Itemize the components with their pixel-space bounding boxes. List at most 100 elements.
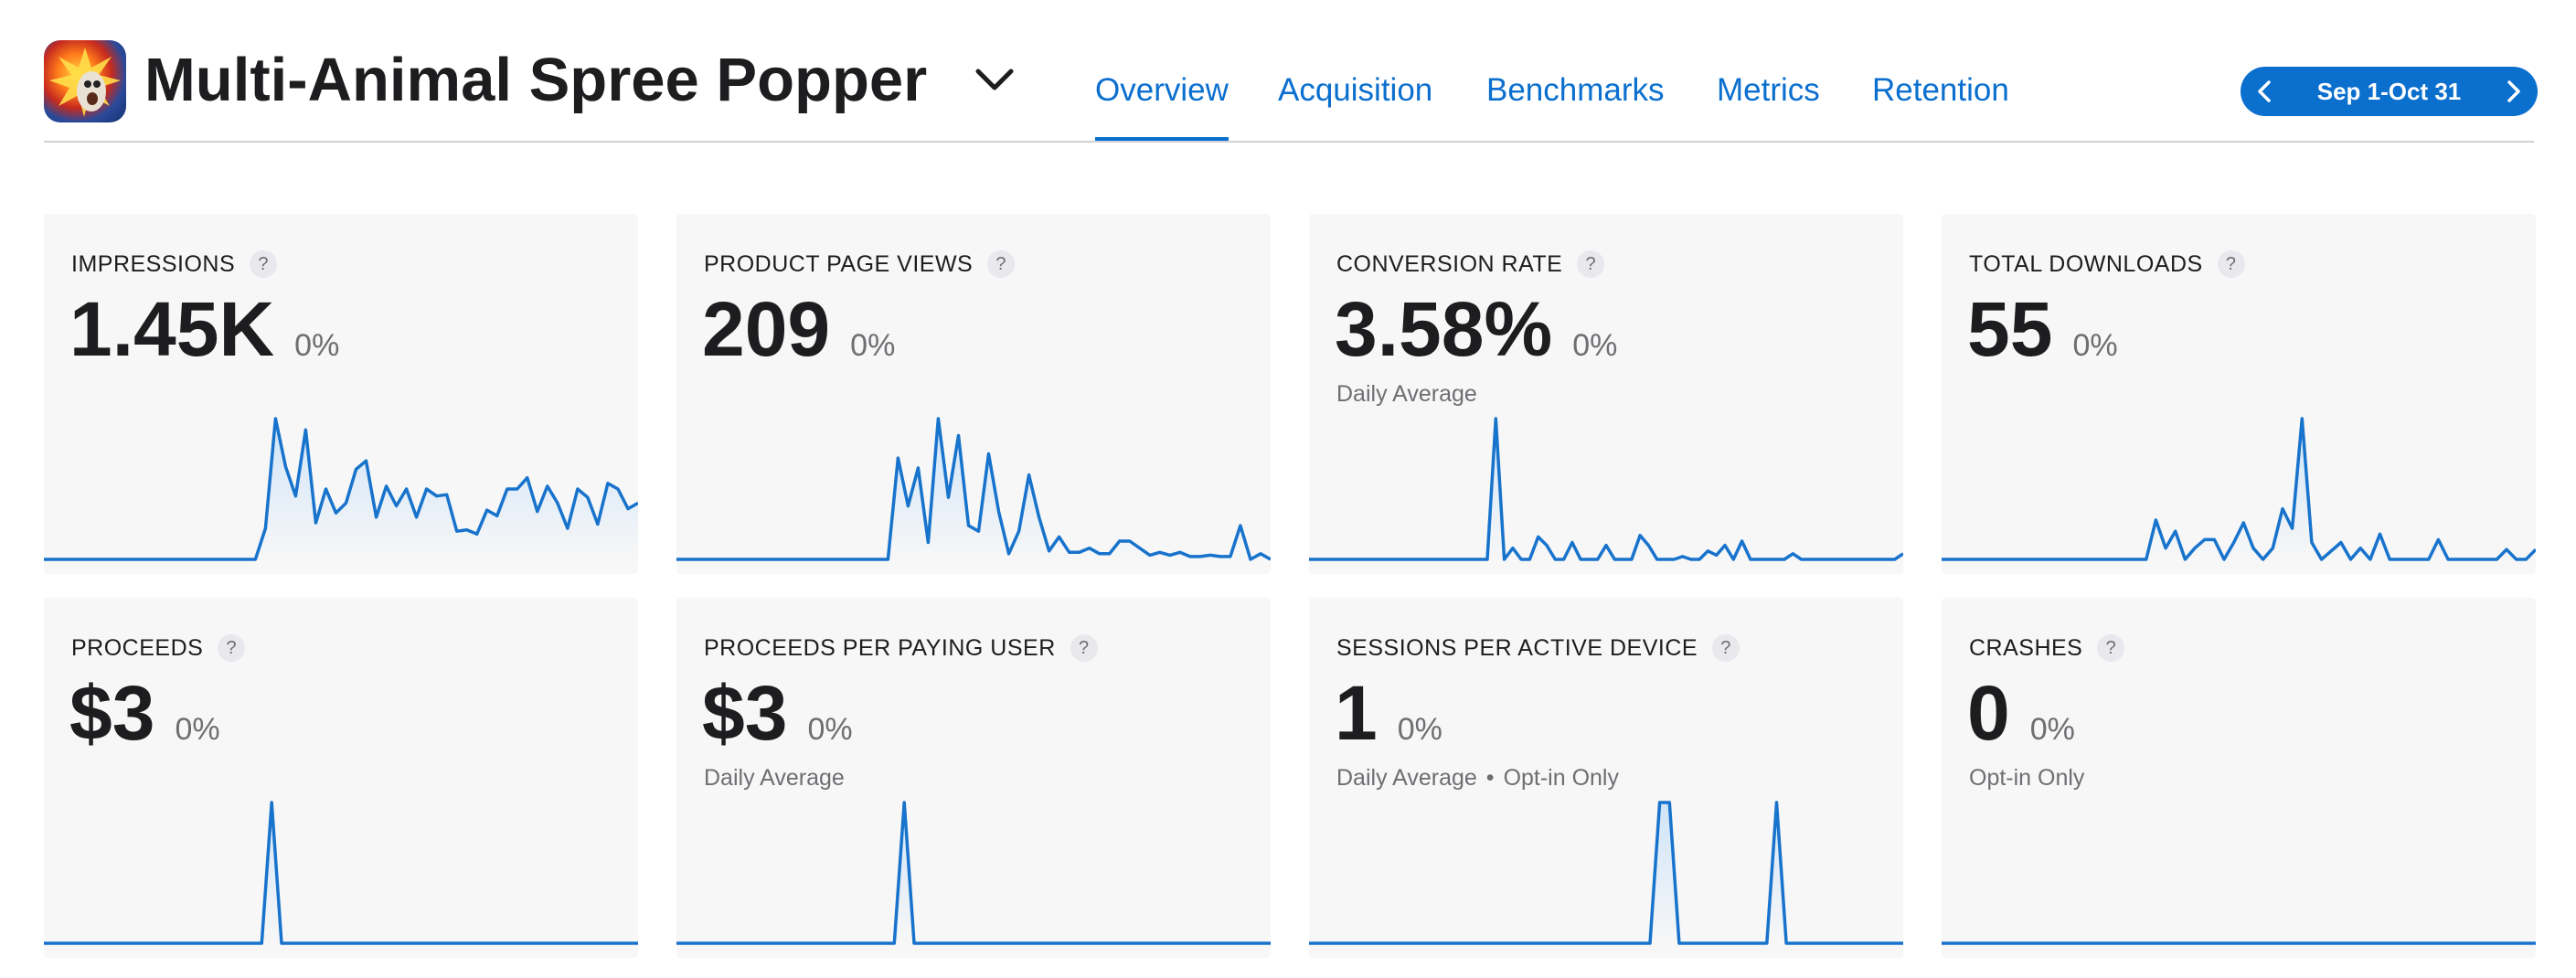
card-value: $3 0% xyxy=(702,667,853,759)
sparkline-chart xyxy=(676,801,1271,945)
metric-card-sessions-per-active-device[interactable]: SESSIONS PER ACTIVE DEVICE? 1 0% Daily Av… xyxy=(1309,598,1903,958)
card-label-text: CRASHES xyxy=(1969,635,2083,661)
card-label: PRODUCT PAGE VIEWS? xyxy=(704,249,1016,280)
metric-card-total-downloads[interactable]: TOTAL DOWNLOADS? 55 0% xyxy=(1942,214,2536,574)
card-change-percent: 0% xyxy=(1572,328,1618,363)
card-subtitle: Opt-in Only xyxy=(1969,762,2084,793)
sparkline-area xyxy=(676,419,1271,559)
card-change-percent: 0% xyxy=(1397,712,1442,747)
sparkline-line xyxy=(676,801,1271,945)
tab-benchmarks[interactable]: Benchmarks xyxy=(1486,72,1665,108)
card-subtitle-text: Opt-in Only xyxy=(1969,765,2085,791)
previous-period-chevron-icon[interactable] xyxy=(2241,67,2290,116)
metric-card-conversion-rate[interactable]: CONVERSION RATE? 3.58% 0% Daily Average xyxy=(1309,214,1903,574)
card-subtitle: Daily Average xyxy=(704,762,845,793)
sparkline-area xyxy=(1309,803,1903,943)
sparkline-line xyxy=(1942,417,2536,561)
card-label: SESSIONS PER ACTIVE DEVICE? xyxy=(1336,633,1740,664)
sparkline-line xyxy=(1309,417,1903,561)
help-icon[interactable]: ? xyxy=(1070,634,1098,662)
card-label-text: PROCEEDS xyxy=(71,635,204,661)
tab-metrics[interactable]: Metrics xyxy=(1717,72,1820,108)
next-period-chevron-icon[interactable] xyxy=(2488,67,2538,116)
card-label: PROCEEDS PER PAYING USER? xyxy=(704,633,1098,664)
sparkline-area xyxy=(1942,419,2536,559)
card-label: TOTAL DOWNLOADS? xyxy=(1969,249,2245,280)
card-subtitle-text: Daily Average xyxy=(1336,765,1477,791)
card-change-percent: 0% xyxy=(294,328,340,363)
card-value-number: $3 xyxy=(69,670,155,756)
help-icon[interactable]: ? xyxy=(1577,250,1605,278)
app-icon xyxy=(44,40,126,122)
help-icon[interactable]: ? xyxy=(987,250,1016,278)
card-value: 1 0% xyxy=(1335,667,1442,759)
metric-card-proceeds[interactable]: PROCEEDS? $3 0% xyxy=(44,598,638,958)
sparkline-chart xyxy=(676,417,1271,561)
card-change-percent: 0% xyxy=(850,328,896,363)
card-value: 209 0% xyxy=(702,283,895,375)
card-value: 55 0% xyxy=(1967,283,2118,375)
metric-card-impressions[interactable]: IMPRESSIONS? 1.45K 0% xyxy=(44,214,638,574)
app-icon-art xyxy=(49,48,121,117)
help-icon[interactable]: ? xyxy=(1712,634,1740,662)
card-value-number: 0 xyxy=(1967,670,2010,756)
sparkline-area xyxy=(1309,419,1903,559)
sparkline-chart xyxy=(44,417,638,561)
sparkline-chart xyxy=(1309,801,1903,945)
sparkline-area xyxy=(676,803,1271,943)
help-icon[interactable]: ? xyxy=(2097,634,2125,662)
app-header: Multi-Animal Spree Popper Overview Acqui… xyxy=(44,37,2538,143)
card-value: 1.45K 0% xyxy=(69,283,339,375)
card-label-text: CONVERSION RATE xyxy=(1336,251,1563,277)
card-value-number: 55 xyxy=(1967,286,2053,372)
card-label-text: PROCEEDS PER PAYING USER xyxy=(704,635,1056,661)
card-value: 0 0% xyxy=(1967,667,2075,759)
sparkline-line xyxy=(44,417,638,561)
sparkline-line xyxy=(44,801,638,945)
card-subtitle: Daily Average • Opt-in Only xyxy=(1336,762,1619,793)
sparkline-chart xyxy=(44,801,638,945)
card-change-percent: 0% xyxy=(2072,328,2118,363)
card-value-number: 3.58% xyxy=(1335,286,1553,372)
sparkline-chart xyxy=(1942,417,2536,561)
metric-card-product-page-views[interactable]: PRODUCT PAGE VIEWS? 209 0% xyxy=(676,214,1271,574)
card-label: IMPRESSIONS? xyxy=(71,249,278,280)
sparkline-chart xyxy=(1942,941,2536,945)
card-value: 3.58% 0% xyxy=(1335,283,1617,375)
help-icon[interactable]: ? xyxy=(250,250,278,278)
card-change-percent: 0% xyxy=(175,712,220,747)
card-label: PROCEEDS? xyxy=(71,633,246,664)
card-value-number: 1.45K xyxy=(69,286,275,372)
card-label-text: IMPRESSIONS xyxy=(71,251,236,277)
app-title: Multi-Animal Spree Popper xyxy=(144,46,928,114)
tab-overview[interactable]: Overview xyxy=(1095,68,1229,141)
card-label: CONVERSION RATE? xyxy=(1336,249,1605,280)
separator-dot: • xyxy=(1485,765,1495,791)
chevron-down-icon[interactable] xyxy=(973,64,1017,95)
date-range-picker: Sep 1-Oct 31 xyxy=(2241,67,2538,116)
card-change-percent: 0% xyxy=(807,712,853,747)
help-icon[interactable]: ? xyxy=(218,634,246,662)
sparkline-area xyxy=(44,419,638,559)
card-label: CRASHES? xyxy=(1969,633,2125,664)
sparkline-area xyxy=(44,803,638,943)
metric-card-proceeds-per-paying-user[interactable]: PROCEEDS PER PAYING USER? $3 0% Daily Ave… xyxy=(676,598,1271,958)
tab-acquisition[interactable]: Acquisition xyxy=(1278,72,1433,108)
help-icon[interactable]: ? xyxy=(2217,250,2245,278)
card-label-text: TOTAL DOWNLOADS xyxy=(1969,251,2203,277)
card-subtitle-text: Daily Average xyxy=(704,765,845,791)
card-value-number: 209 xyxy=(702,286,831,372)
sparkline-line xyxy=(676,417,1271,561)
sparkline-chart xyxy=(1309,417,1903,561)
date-range-label[interactable]: Sep 1-Oct 31 xyxy=(2316,78,2462,105)
card-label-text: PRODUCT PAGE VIEWS xyxy=(704,251,974,277)
sparkline-line xyxy=(1309,801,1903,945)
card-label-text: SESSIONS PER ACTIVE DEVICE xyxy=(1336,635,1698,661)
card-subtitle-text: Daily Average xyxy=(1336,381,1477,407)
card-subtitle: Daily Average xyxy=(1336,378,1477,409)
card-value-number: 1 xyxy=(1335,670,1378,756)
card-value-number: $3 xyxy=(702,670,788,756)
metric-card-crashes[interactable]: CRASHES? 0 0% Opt-in Only xyxy=(1942,598,2536,958)
tab-retention[interactable]: Retention xyxy=(1872,72,2009,108)
card-change-percent: 0% xyxy=(2029,712,2075,747)
